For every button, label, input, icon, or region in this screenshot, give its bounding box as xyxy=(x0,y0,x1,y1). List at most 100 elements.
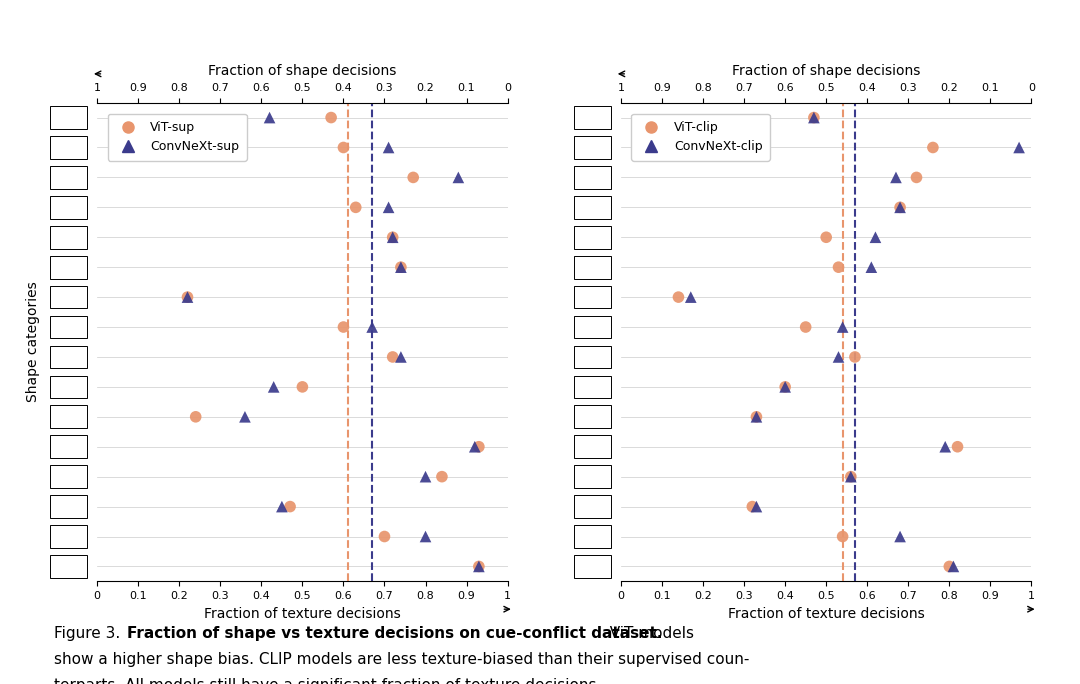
Point xyxy=(364,321,381,332)
Bar xyxy=(50,436,87,458)
Bar xyxy=(50,345,87,369)
Bar xyxy=(573,106,611,129)
Bar xyxy=(573,136,611,159)
Point xyxy=(777,382,794,393)
Bar xyxy=(573,286,611,308)
Bar xyxy=(573,316,611,339)
Point xyxy=(936,441,954,452)
Point xyxy=(273,501,291,512)
Point xyxy=(924,142,942,153)
Bar xyxy=(573,436,611,458)
Point xyxy=(417,471,434,482)
Point xyxy=(384,232,402,243)
Point xyxy=(187,411,204,422)
Point xyxy=(1011,142,1028,153)
Text: terparts. All models still have a significant fraction of texture decisions.: terparts. All models still have a signif… xyxy=(54,678,602,684)
Point xyxy=(433,471,450,482)
Point xyxy=(467,441,484,452)
Point xyxy=(449,172,467,183)
Point xyxy=(282,501,299,512)
Point xyxy=(744,501,761,512)
Bar xyxy=(573,555,611,578)
Point xyxy=(829,262,847,273)
Point xyxy=(237,411,254,422)
Point xyxy=(179,291,197,302)
Point xyxy=(747,411,765,422)
Bar xyxy=(573,495,611,518)
Point xyxy=(834,321,851,332)
Text: ViT models: ViT models xyxy=(600,626,694,641)
Bar xyxy=(50,376,87,398)
Point xyxy=(261,112,279,123)
Point xyxy=(777,382,794,393)
Point xyxy=(347,202,364,213)
Point xyxy=(265,382,282,393)
Point xyxy=(405,172,422,183)
X-axis label: Fraction of shape decisions: Fraction of shape decisions xyxy=(208,64,396,77)
Point xyxy=(470,561,487,572)
Point xyxy=(392,352,409,363)
Point xyxy=(891,202,908,213)
Point xyxy=(829,352,847,363)
Bar xyxy=(573,345,611,369)
Point xyxy=(888,172,905,183)
Point xyxy=(891,202,908,213)
Point xyxy=(818,232,835,243)
Point xyxy=(470,441,487,452)
Point xyxy=(747,501,765,512)
Bar xyxy=(573,226,611,249)
Point xyxy=(797,321,814,332)
Legend: ViT-clip, ConvNeXt-clip: ViT-clip, ConvNeXt-clip xyxy=(632,114,770,161)
Point xyxy=(867,232,885,243)
Bar xyxy=(573,465,611,488)
Point xyxy=(747,411,765,422)
Point xyxy=(384,352,402,363)
Point xyxy=(380,202,397,213)
Point xyxy=(842,471,860,482)
Point xyxy=(384,232,402,243)
Point xyxy=(335,321,352,332)
X-axis label: Fraction of shape decisions: Fraction of shape decisions xyxy=(732,64,920,77)
Point xyxy=(806,112,823,123)
Bar xyxy=(50,196,87,219)
Bar xyxy=(573,256,611,278)
Point xyxy=(380,142,397,153)
Bar xyxy=(50,136,87,159)
Bar xyxy=(573,196,611,219)
Bar xyxy=(573,166,611,189)
Bar xyxy=(50,286,87,308)
Point xyxy=(842,471,860,482)
Point xyxy=(294,382,311,393)
Point xyxy=(323,112,340,123)
Bar xyxy=(50,256,87,278)
Bar xyxy=(573,376,611,398)
Text: Figure 3.: Figure 3. xyxy=(54,626,130,641)
Point xyxy=(335,142,352,153)
Point xyxy=(392,262,409,273)
Point xyxy=(949,441,967,452)
Point xyxy=(834,531,851,542)
Bar xyxy=(573,406,611,428)
Text: show a higher shape bias. CLIP models are less texture-biased than their supervi: show a higher shape bias. CLIP models ar… xyxy=(54,652,750,667)
Point xyxy=(891,531,908,542)
Bar xyxy=(50,555,87,578)
Bar xyxy=(50,495,87,518)
Point xyxy=(806,112,823,123)
Bar xyxy=(50,525,87,548)
Point xyxy=(908,172,926,183)
Point xyxy=(470,561,487,572)
Point xyxy=(945,561,962,572)
Point xyxy=(941,561,958,572)
Point xyxy=(417,531,434,542)
Bar xyxy=(50,166,87,189)
Point xyxy=(179,291,197,302)
Point xyxy=(863,262,880,273)
Bar xyxy=(50,406,87,428)
Bar xyxy=(50,226,87,249)
Text: Fraction of shape vs texture decisions on cue-conflict dataset.: Fraction of shape vs texture decisions o… xyxy=(127,626,663,641)
Legend: ViT-sup, ConvNeXt-sup: ViT-sup, ConvNeXt-sup xyxy=(108,114,246,161)
X-axis label: Fraction of texture decisions: Fraction of texture decisions xyxy=(728,607,924,620)
Point xyxy=(847,352,864,363)
Bar xyxy=(50,106,87,129)
Bar xyxy=(50,316,87,339)
